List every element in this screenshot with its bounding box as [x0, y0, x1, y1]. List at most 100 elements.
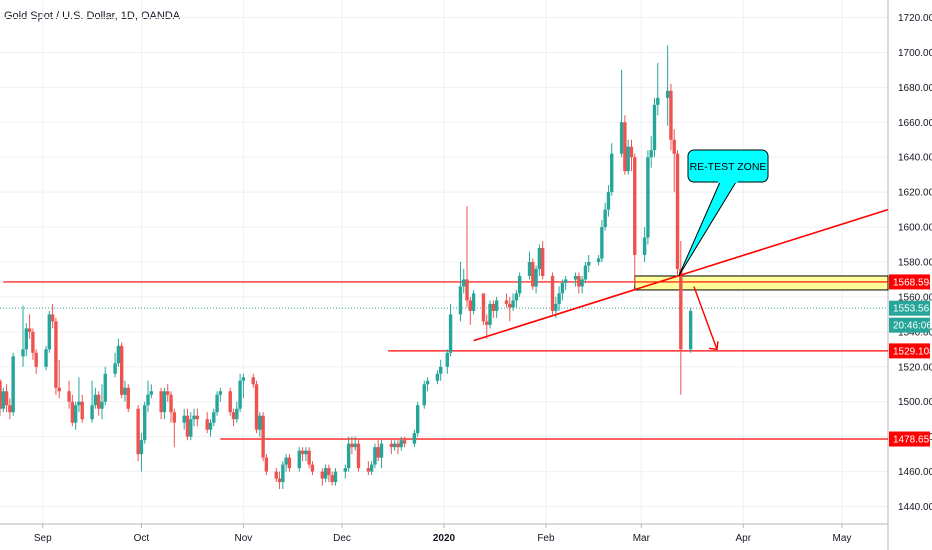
candle-body — [80, 401, 84, 420]
y-tick-label: 1620.000 — [898, 188, 932, 199]
candle-body — [554, 303, 558, 311]
candle-body — [376, 447, 380, 458]
candle-body — [350, 443, 354, 448]
callout-label: RE-TEST ZONE — [690, 161, 767, 173]
candle-body — [96, 394, 101, 409]
candle-body — [192, 415, 196, 420]
candle-body — [642, 237, 647, 256]
candle-body — [47, 314, 52, 350]
candle-body — [149, 391, 153, 395]
candle-body — [215, 394, 219, 413]
candle-body — [353, 443, 357, 448]
countdown-badge-bg — [889, 317, 930, 333]
candle-body — [560, 282, 565, 294]
candle-body — [488, 303, 492, 325]
candle-body — [4, 391, 9, 406]
candle-body — [445, 352, 449, 367]
candle-body — [675, 153, 680, 269]
candle-body — [67, 391, 71, 402]
candle-body — [162, 391, 167, 413]
x-tick-label: Dec — [333, 533, 351, 544]
candle-body — [583, 265, 588, 280]
candle-body — [169, 394, 173, 413]
y-tick-label: 1440.000 — [898, 502, 932, 513]
candle-body — [320, 471, 325, 479]
candle-body — [304, 450, 308, 455]
candle-body — [422, 384, 426, 406]
candle-body — [8, 405, 12, 413]
candle-body — [626, 146, 630, 172]
y-tick-label: 1680.000 — [898, 83, 932, 94]
candle-body — [123, 387, 127, 395]
level-price-badge-bg — [889, 431, 930, 447]
candle-body — [491, 303, 496, 311]
candle-body — [73, 405, 78, 423]
x-tick-label: May — [833, 533, 852, 544]
candle-body — [113, 363, 117, 374]
candle-body — [238, 380, 242, 409]
candle-body — [656, 97, 660, 105]
candle-body — [557, 293, 561, 304]
current-price-badge: 1553.561 — [893, 304, 932, 315]
candle-body — [511, 300, 515, 308]
candle-body — [212, 412, 216, 423]
candle-body — [517, 275, 522, 294]
candle-body — [34, 352, 38, 367]
candle-body — [649, 150, 653, 158]
candle-body — [100, 401, 104, 409]
candle-body — [261, 415, 265, 458]
candle-body — [116, 345, 121, 364]
candle-body — [327, 468, 331, 476]
x-tick-label: Nov — [234, 533, 252, 544]
y-tick-label: 1580.000 — [898, 258, 932, 269]
candle-body — [31, 331, 35, 353]
candle-body — [139, 440, 144, 455]
candle-body — [189, 419, 193, 437]
candle-body — [580, 279, 584, 287]
candle-body — [21, 349, 25, 357]
candle-body — [540, 248, 545, 276]
x-tick-label: Apr — [736, 533, 752, 544]
candle-body — [281, 464, 285, 483]
candle-body — [531, 262, 535, 287]
candle-body — [587, 262, 591, 266]
candle-body — [11, 356, 15, 413]
candle-body — [606, 192, 611, 210]
candle-body — [333, 471, 338, 483]
candle-body — [126, 387, 130, 409]
y-tick-label: 1660.000 — [898, 118, 932, 129]
candle-body — [218, 391, 223, 395]
candle-body — [629, 146, 634, 158]
candle-body — [412, 433, 417, 444]
y-tick-label: 1500.000 — [898, 397, 932, 408]
y-tick-label: 1560.000 — [898, 292, 932, 303]
candle-body — [396, 443, 400, 448]
candle-body — [600, 227, 604, 259]
candle-body — [508, 303, 512, 308]
candle-body — [307, 450, 311, 465]
candle-body — [274, 471, 278, 479]
y-tick-label: 1700.000 — [898, 48, 932, 59]
trendline — [473, 208, 889, 342]
candle-body — [27, 328, 32, 332]
candle-body — [1, 391, 5, 409]
candle-body — [166, 391, 170, 395]
candle-body — [254, 384, 259, 430]
x-tick-label: Mar — [633, 533, 651, 544]
candle-body — [343, 468, 348, 472]
callout-join — [718, 180, 738, 183]
candle-body — [485, 321, 489, 325]
candle-body — [494, 300, 499, 311]
candle-body — [50, 314, 55, 322]
candle-body — [24, 328, 29, 350]
candle-body — [669, 90, 673, 140]
x-tick-label: Sep — [34, 533, 52, 544]
candle-body — [366, 468, 371, 472]
candle-body — [596, 258, 601, 262]
candle-body — [415, 405, 420, 434]
candle-body — [346, 443, 351, 469]
candle-body — [623, 122, 627, 172]
candle-body — [504, 300, 509, 304]
candle-body — [284, 457, 288, 465]
